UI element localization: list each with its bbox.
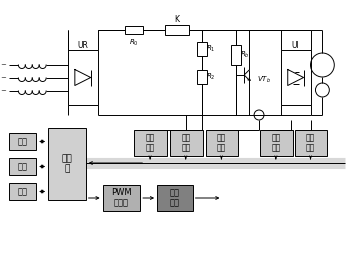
Text: 单片
机: 单片 机 bbox=[62, 154, 72, 174]
Text: 设定: 设定 bbox=[17, 162, 27, 171]
Text: 显示: 显示 bbox=[17, 137, 27, 146]
Bar bbox=[281, 50, 310, 105]
Text: $R_b$: $R_b$ bbox=[240, 50, 250, 60]
Polygon shape bbox=[288, 69, 303, 86]
Text: $R_1$: $R_1$ bbox=[206, 44, 215, 54]
Bar bbox=[205, 130, 238, 156]
Text: 泵升
限制: 泵升 限制 bbox=[181, 133, 190, 153]
Text: 电流
检测: 电流 检测 bbox=[217, 133, 226, 153]
Bar bbox=[295, 130, 327, 156]
Text: 电流
检测: 电流 检测 bbox=[306, 133, 315, 153]
Bar bbox=[197, 70, 207, 84]
Bar bbox=[8, 133, 36, 150]
Text: 电压
检测: 电压 检测 bbox=[146, 133, 155, 153]
Bar bbox=[134, 130, 167, 156]
Bar bbox=[165, 25, 189, 35]
Text: PWM
发生器: PWM 发生器 bbox=[111, 188, 132, 208]
Text: ~: ~ bbox=[1, 88, 7, 94]
Text: UR: UR bbox=[77, 40, 88, 49]
Bar bbox=[8, 158, 36, 175]
Text: 接口: 接口 bbox=[17, 187, 27, 196]
Bar bbox=[48, 128, 86, 200]
Bar bbox=[231, 45, 241, 65]
Text: 驱动
电路: 驱动 电路 bbox=[170, 188, 180, 208]
Bar bbox=[197, 42, 207, 56]
Polygon shape bbox=[75, 69, 91, 86]
Bar bbox=[260, 130, 293, 156]
Bar bbox=[8, 183, 36, 200]
Text: $R_2$: $R_2$ bbox=[206, 72, 215, 82]
Text: ~: ~ bbox=[1, 75, 7, 81]
Bar bbox=[170, 130, 203, 156]
Text: 温度
检测: 温度 检测 bbox=[271, 133, 281, 153]
Text: $VT_b$: $VT_b$ bbox=[257, 75, 271, 85]
Bar bbox=[125, 26, 143, 34]
Text: ~: ~ bbox=[1, 62, 7, 68]
Text: K: K bbox=[174, 16, 179, 25]
Bar bbox=[68, 50, 98, 105]
Text: $R_0$: $R_0$ bbox=[129, 38, 139, 48]
Bar bbox=[157, 185, 193, 211]
Text: UI: UI bbox=[292, 40, 299, 49]
Bar bbox=[103, 185, 140, 211]
